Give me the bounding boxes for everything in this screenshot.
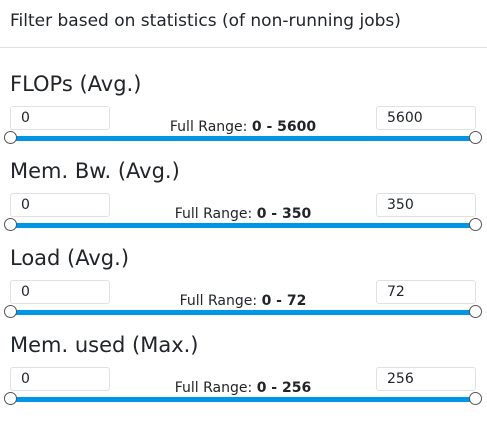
range-slider-track[interactable] bbox=[10, 397, 476, 402]
full-range-label: Full Range: 0 - 350 bbox=[110, 206, 376, 222]
filter-mem-bw: Mem. Bw. (Avg.) Full Range: 0 - 350 bbox=[0, 158, 487, 244]
metric-title: Mem. used (Max.) bbox=[10, 333, 199, 357]
metric-title: Load (Avg.) bbox=[10, 246, 130, 270]
range-max: 5600 bbox=[277, 119, 317, 135]
range-slider-max-handle[interactable] bbox=[469, 218, 482, 231]
full-range-values: 0 - 72 bbox=[261, 293, 307, 309]
range-max: 256 bbox=[282, 380, 312, 396]
full-range-label: Full Range: 0 - 72 bbox=[110, 293, 376, 309]
range-slider-track[interactable] bbox=[10, 310, 476, 315]
range-max: 350 bbox=[282, 206, 312, 222]
full-range-label: Full Range: 0 - 256 bbox=[110, 380, 376, 396]
range-slider-max-handle[interactable] bbox=[469, 131, 482, 144]
min-value-input[interactable] bbox=[10, 106, 110, 130]
full-range-values: 0 - 256 bbox=[256, 380, 312, 396]
min-value-input[interactable] bbox=[10, 280, 110, 304]
full-range-label: Full Range: 0 - 5600 bbox=[110, 119, 376, 135]
max-value-input[interactable] bbox=[376, 193, 476, 217]
range-slider-track[interactable] bbox=[10, 223, 476, 228]
filter-load: Load (Avg.) Full Range: 0 - 72 bbox=[0, 245, 487, 331]
range-slider-min-handle[interactable] bbox=[4, 392, 17, 405]
range-min: 0 bbox=[256, 380, 267, 396]
range-min: 0 bbox=[261, 293, 272, 309]
range-min: 0 bbox=[256, 206, 267, 222]
range-slider-track[interactable] bbox=[10, 136, 476, 141]
range-max: 72 bbox=[286, 293, 307, 309]
range-slider-min-handle[interactable] bbox=[4, 131, 17, 144]
full-range-prefix: Full Range: bbox=[179, 293, 258, 309]
full-range-prefix: Full Range: bbox=[169, 119, 248, 135]
metric-title: Mem. Bw. (Avg.) bbox=[10, 159, 180, 183]
range-slider-min-handle[interactable] bbox=[4, 305, 17, 318]
metric-title: FLOPs (Avg.) bbox=[10, 72, 142, 96]
full-range-values: 0 - 5600 bbox=[251, 119, 317, 135]
max-value-input[interactable] bbox=[376, 367, 476, 391]
max-value-input[interactable] bbox=[376, 106, 476, 130]
range-slider-max-handle[interactable] bbox=[469, 392, 482, 405]
min-value-input[interactable] bbox=[10, 193, 110, 217]
range-slider-min-handle[interactable] bbox=[4, 218, 17, 231]
divider bbox=[0, 47, 487, 48]
full-range-prefix: Full Range: bbox=[174, 380, 253, 396]
max-value-input[interactable] bbox=[376, 280, 476, 304]
min-value-input[interactable] bbox=[10, 367, 110, 391]
filter-mem-used: Mem. used (Max.) Full Range: 0 - 256 bbox=[0, 332, 487, 418]
full-range-values: 0 - 350 bbox=[256, 206, 312, 222]
range-min: 0 bbox=[251, 119, 262, 135]
filter-flops: FLOPs (Avg.) Full Range: 0 - 5600 bbox=[0, 71, 487, 157]
full-range-prefix: Full Range: bbox=[174, 206, 253, 222]
dialog-title: Filter based on statistics (of non-runni… bbox=[10, 11, 401, 31]
range-slider-max-handle[interactable] bbox=[469, 305, 482, 318]
